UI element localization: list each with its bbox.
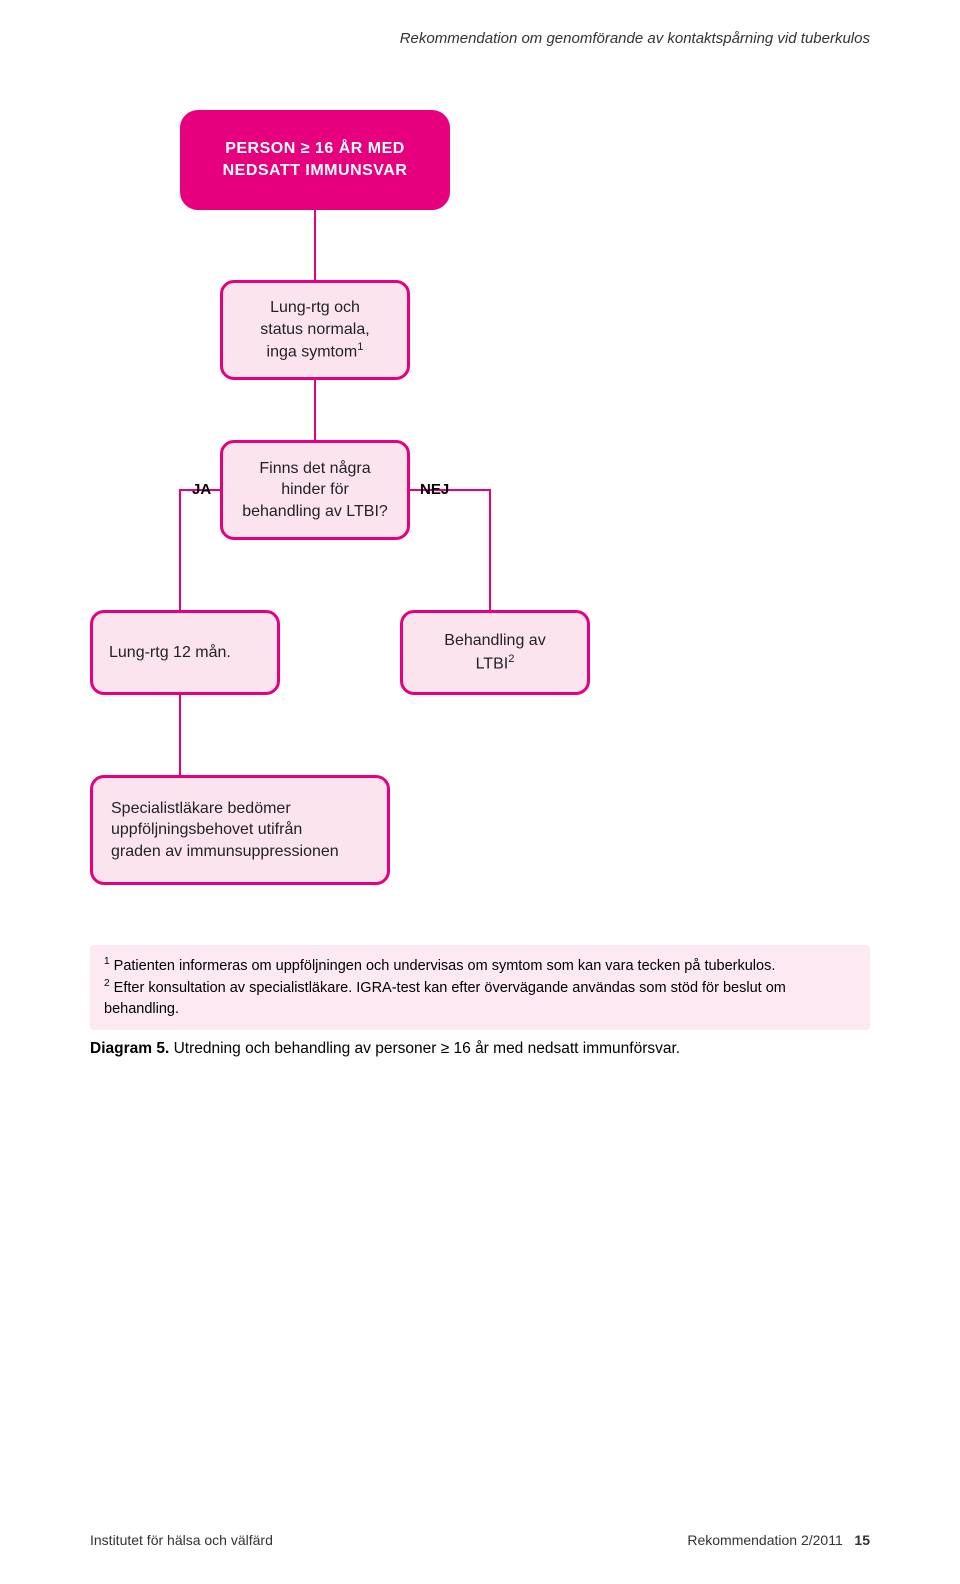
node-text-line: LTBI2	[476, 652, 515, 675]
node-specialistlakare: Specialistläkare bedömer uppföljningsbeh…	[90, 775, 390, 885]
node-lung-rtg-status-normala: Lung-rtg och status normala, inga symtom…	[220, 280, 410, 380]
footnote-2: 2 Efter konsultation av specialistläkare…	[104, 977, 856, 1020]
node-text-line: Behandling av	[444, 630, 545, 652]
footnotes-box: 1 Patienten informeras om uppföljningen …	[90, 945, 870, 1030]
node-text-line: status normala,	[260, 319, 369, 341]
node-text-line: Lung-rtg 12 mån.	[109, 642, 231, 664]
decision-label-ja: JA	[192, 481, 211, 498]
edge-decision-right	[410, 490, 490, 610]
node-text-line: Finns det några	[259, 458, 370, 480]
node-text-line: uppföljningsbehovet utifrån	[111, 819, 302, 841]
node-behandling-ltbi: Behandling av LTBI2	[400, 610, 590, 695]
node-decision-hinder-ltbi: Finns det några hinder för behandling av…	[220, 440, 410, 540]
node-text-line: NEDSATT IMMUNSVAR	[223, 160, 408, 182]
edge-decision-left	[180, 490, 220, 610]
node-text-line: hinder för	[281, 479, 349, 501]
node-text-line: Specialistläkare bedömer	[111, 798, 291, 820]
footnote-1: 1 Patienten informeras om uppföljningen …	[104, 955, 856, 977]
footer-left: Institutet för hälsa och välfärd	[90, 1532, 273, 1548]
decision-label-nej: NEJ	[420, 481, 449, 498]
node-person-16-immunsvar: PERSON ≥ 16 ÅR MED NEDSATT IMMUNSVAR	[180, 110, 450, 210]
node-text-line: inga symtom1	[267, 340, 364, 363]
node-text-line: Lung-rtg och	[270, 297, 360, 319]
diagram-caption: Diagram 5. Utredning och behandling av p…	[90, 1040, 680, 1058]
node-text-line: PERSON ≥ 16 ÅR MED	[225, 138, 405, 160]
node-text-line: graden av immunsuppressionen	[111, 841, 339, 863]
footer-right: Rekommendation 2/2011 15	[687, 1532, 870, 1548]
page: Rekommendation om genomförande av kontak…	[0, 0, 960, 1584]
node-lung-rtg-12-man: Lung-rtg 12 mån.	[90, 610, 280, 695]
node-text-line: behandling av LTBI?	[242, 501, 388, 523]
